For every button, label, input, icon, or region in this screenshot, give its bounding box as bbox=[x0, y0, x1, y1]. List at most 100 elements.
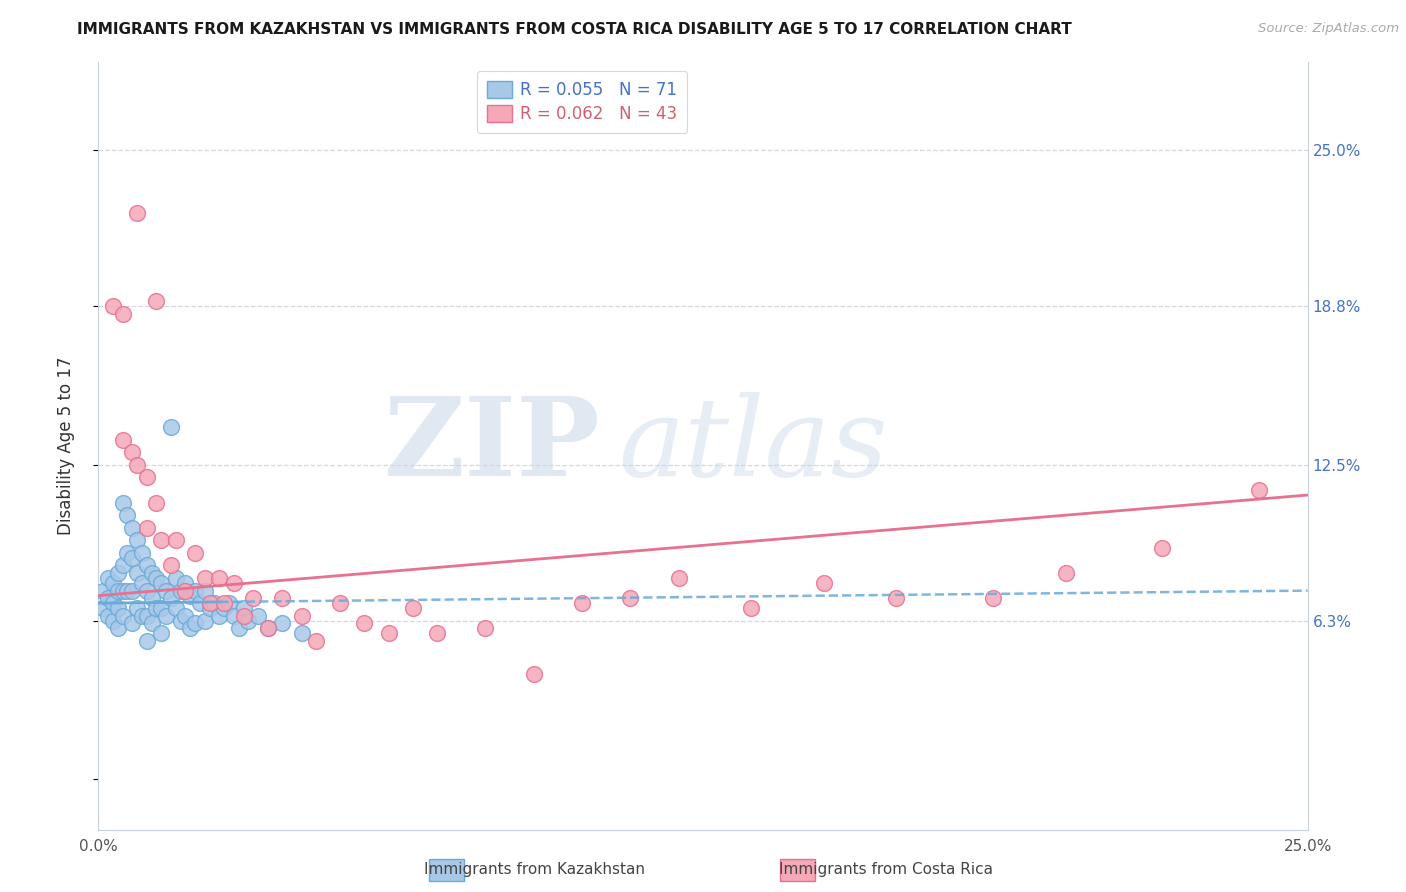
Point bbox=[194, 571, 217, 585]
Point bbox=[141, 566, 163, 580]
Point bbox=[169, 614, 191, 628]
Point bbox=[160, 558, 183, 573]
Point bbox=[1054, 566, 1077, 580]
Point bbox=[179, 589, 201, 603]
Point bbox=[353, 616, 375, 631]
Point bbox=[426, 626, 449, 640]
Point bbox=[222, 576, 245, 591]
Point bbox=[150, 576, 173, 591]
Text: Immigrants from Kazakhstan: Immigrants from Kazakhstan bbox=[423, 863, 645, 877]
Point bbox=[145, 495, 167, 509]
Point bbox=[121, 583, 143, 598]
Point bbox=[150, 626, 173, 640]
Point bbox=[101, 596, 124, 610]
Point bbox=[117, 583, 139, 598]
Point bbox=[117, 508, 139, 523]
Point bbox=[165, 533, 187, 548]
Point bbox=[238, 614, 260, 628]
Point bbox=[813, 576, 835, 591]
Point bbox=[247, 608, 270, 623]
Point bbox=[101, 300, 124, 314]
Point bbox=[194, 614, 217, 628]
Point bbox=[131, 546, 153, 560]
Point bbox=[271, 616, 294, 631]
Point bbox=[117, 546, 139, 560]
Point bbox=[145, 601, 167, 615]
Point bbox=[165, 601, 187, 615]
Point bbox=[101, 576, 124, 591]
Point bbox=[619, 591, 641, 606]
Point bbox=[305, 634, 328, 648]
Text: ZIP: ZIP bbox=[384, 392, 600, 500]
Point bbox=[188, 596, 211, 610]
Point bbox=[174, 576, 197, 591]
Point bbox=[740, 601, 762, 615]
Point bbox=[402, 601, 425, 615]
Point bbox=[135, 608, 157, 623]
Point bbox=[228, 621, 250, 635]
Point bbox=[474, 621, 496, 635]
Point bbox=[222, 608, 245, 623]
Point bbox=[169, 583, 191, 598]
Point bbox=[121, 550, 143, 565]
Point bbox=[232, 601, 254, 615]
Point bbox=[141, 591, 163, 606]
Point bbox=[290, 626, 312, 640]
Text: Immigrants from Costa Rica: Immigrants from Costa Rica bbox=[779, 863, 993, 877]
Point bbox=[150, 533, 173, 548]
Point bbox=[256, 621, 278, 635]
Point bbox=[208, 608, 231, 623]
Point bbox=[212, 596, 235, 610]
Point bbox=[155, 608, 177, 623]
Point bbox=[232, 608, 254, 623]
Point bbox=[91, 583, 114, 598]
Point bbox=[91, 601, 114, 615]
Point bbox=[107, 601, 129, 615]
Point bbox=[212, 601, 235, 615]
Point bbox=[107, 621, 129, 635]
Point bbox=[135, 634, 157, 648]
Point bbox=[198, 596, 221, 610]
Point bbox=[121, 521, 143, 535]
Point bbox=[981, 591, 1004, 606]
Point bbox=[121, 616, 143, 631]
Point bbox=[111, 583, 134, 598]
Point bbox=[97, 591, 120, 606]
Point bbox=[242, 591, 264, 606]
Point bbox=[127, 206, 149, 220]
Point bbox=[165, 571, 187, 585]
Point bbox=[111, 608, 134, 623]
Point bbox=[184, 616, 207, 631]
Point bbox=[131, 608, 153, 623]
Y-axis label: Disability Age 5 to 17: Disability Age 5 to 17 bbox=[56, 357, 75, 535]
Point bbox=[271, 591, 294, 606]
Point bbox=[150, 601, 173, 615]
Point bbox=[135, 583, 157, 598]
Text: Source: ZipAtlas.com: Source: ZipAtlas.com bbox=[1258, 22, 1399, 36]
Point bbox=[141, 616, 163, 631]
Point bbox=[145, 294, 167, 309]
Point bbox=[127, 601, 149, 615]
Point bbox=[571, 596, 593, 610]
Point bbox=[329, 596, 352, 610]
Point bbox=[256, 621, 278, 635]
Point bbox=[131, 576, 153, 591]
Point bbox=[121, 445, 143, 459]
Point bbox=[1249, 483, 1271, 497]
Point bbox=[101, 614, 124, 628]
Point bbox=[127, 533, 149, 548]
Point bbox=[127, 458, 149, 472]
Point bbox=[160, 420, 183, 434]
Point bbox=[111, 433, 134, 447]
Point bbox=[135, 470, 157, 484]
Text: atlas: atlas bbox=[619, 392, 889, 500]
Point bbox=[377, 626, 399, 640]
Point bbox=[198, 601, 221, 615]
Point bbox=[145, 571, 167, 585]
Point bbox=[204, 596, 226, 610]
Point bbox=[174, 583, 197, 598]
Point bbox=[179, 621, 201, 635]
Point bbox=[208, 571, 231, 585]
Legend: R = 0.055   N = 71, R = 0.062   N = 43: R = 0.055 N = 71, R = 0.062 N = 43 bbox=[477, 70, 688, 133]
Point bbox=[184, 546, 207, 560]
